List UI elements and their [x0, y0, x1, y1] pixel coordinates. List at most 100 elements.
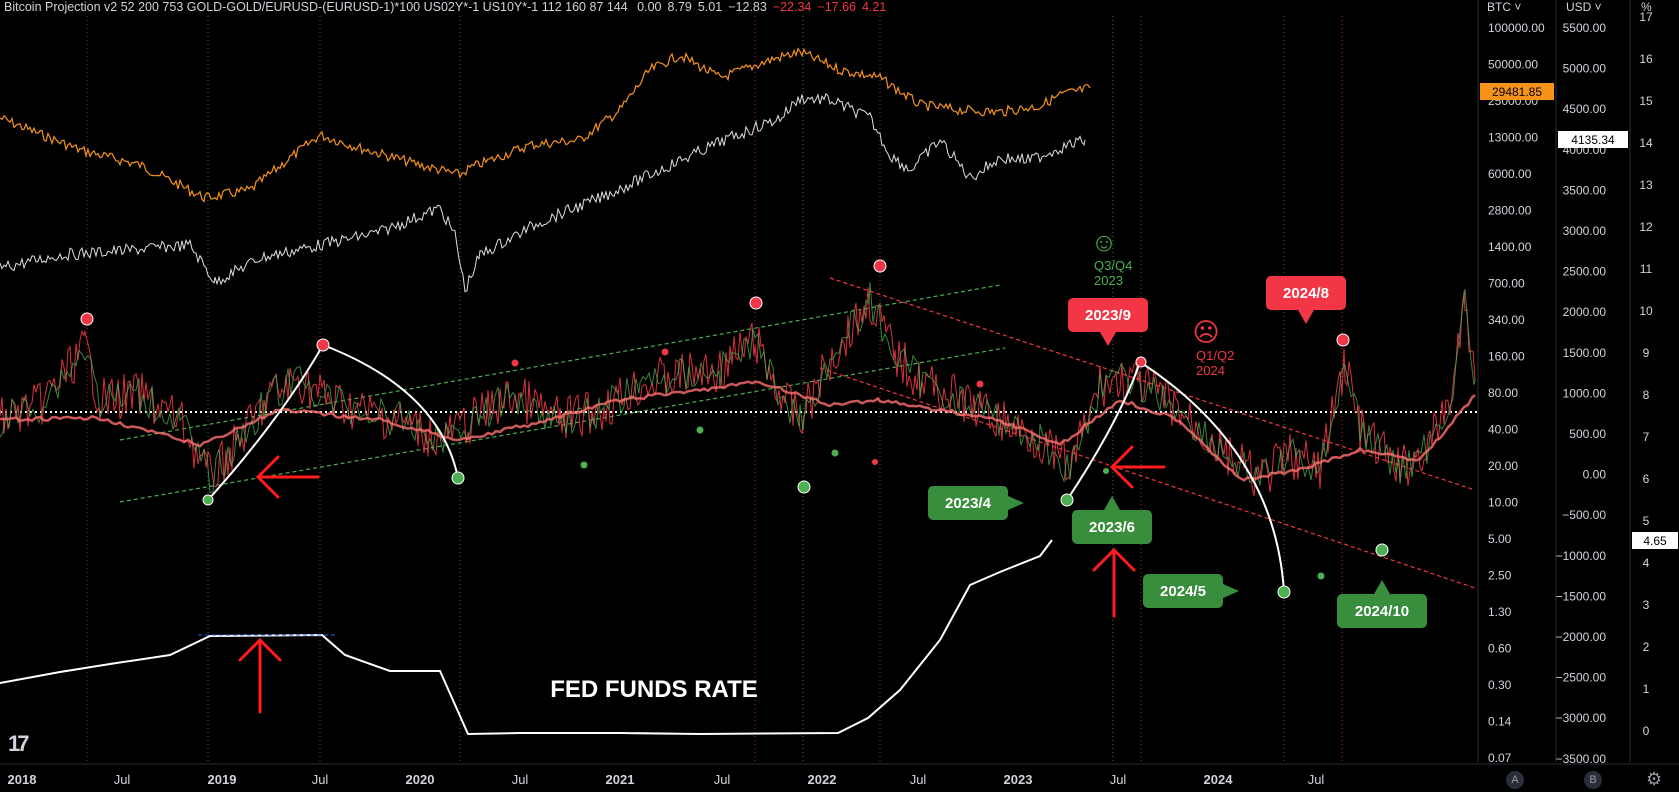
btc-tick-16: 1.30	[1488, 605, 1512, 619]
btc-tick-8: 340.00	[1488, 313, 1525, 327]
pivot-dot-11	[451, 471, 465, 485]
pivot-dot-2	[749, 296, 763, 310]
callout-2024-5: 2024/5	[1143, 574, 1239, 608]
usd-scale-selector[interactable]: USD ˅	[1566, 0, 1602, 14]
btc-tick-0: 100000.00	[1488, 21, 1545, 35]
rate-tick-3: 14	[1639, 136, 1653, 150]
pivot-dot-10	[202, 494, 214, 506]
rate-tick-1: 16	[1639, 52, 1653, 66]
btc-tick-4: 6000.00	[1488, 167, 1532, 181]
btc-scale-selector[interactable]: BTC ˅	[1487, 0, 1522, 14]
callout-label: 2024/5	[1160, 583, 1206, 600]
callout-pointer	[1223, 584, 1239, 598]
pivot-dot-12	[696, 426, 704, 434]
fed-funds-line	[0, 539, 1053, 736]
btc-tick-10: 80.00	[1488, 386, 1518, 400]
oscillator	[0, 282, 1476, 736]
study-value-2: 5.01	[697, 0, 723, 14]
gear-icon[interactable]: ⚙	[1646, 769, 1663, 789]
price-series	[0, 47, 1091, 293]
study-value-6: 4.21	[861, 0, 887, 14]
rate-tick-2: 15	[1639, 94, 1653, 108]
usd-tick-13: −1000.00	[1556, 549, 1607, 563]
q1q2-year-label: 2024	[1196, 363, 1225, 378]
usd-tick-8: 1500.00	[1563, 346, 1607, 360]
rate-tick-8: 9	[1643, 346, 1650, 360]
study-value-4: −22.34	[772, 0, 812, 14]
arc-2024-down	[1139, 361, 1285, 593]
usd-price-badge-label: 4135.34	[1571, 133, 1615, 147]
rate-tick-16: 1	[1643, 682, 1650, 696]
rate-tick-12: 5	[1643, 514, 1650, 528]
usd-price-badge	[1558, 131, 1628, 148]
btc-tick-7: 700.00	[1488, 277, 1525, 291]
usd-tick-7: 2000.00	[1563, 305, 1607, 319]
usd-tick-0: 5500.00	[1563, 21, 1607, 35]
auto-scale-button[interactable]: A	[1506, 771, 1524, 789]
pivot-dot-16	[1060, 493, 1074, 507]
usd-tick-18: −3500.00	[1556, 752, 1607, 766]
callout-2023-6: 2023/6	[1072, 496, 1152, 544]
time-tick-6: 2021	[606, 772, 635, 787]
rate-tick-9: 8	[1643, 388, 1650, 402]
time-tick-11: Jul	[1110, 772, 1127, 787]
percent-scale-label: %	[1641, 0, 1652, 14]
study-value-1: 8.79	[667, 0, 692, 14]
btc-tick-1: 50000.00	[1488, 58, 1538, 72]
callout-label: 2023/4	[945, 495, 992, 512]
btc-tick-6: 1400.00	[1488, 240, 1532, 254]
time-tick-5: Jul	[512, 772, 529, 787]
pivot-dot-18	[1277, 585, 1291, 599]
rate-tick-7: 10	[1639, 304, 1653, 318]
btc-tick-12: 20.00	[1488, 459, 1518, 473]
time-tick-12: 2024	[1204, 772, 1234, 787]
time-tick-7: Jul	[714, 772, 731, 787]
q1q2-label: Q1/Q2	[1196, 348, 1234, 363]
arc-2019-up	[207, 344, 324, 501]
usd-tick-5: 3000.00	[1563, 224, 1607, 238]
up-arrow-2023	[1092, 547, 1136, 618]
pivot-dot-13	[580, 461, 588, 469]
axes-layer: 100000.0050000.0025000.0013000.006000.00…	[8, 10, 1678, 787]
btc-tick-11: 40.00	[1488, 423, 1518, 437]
btc-tick-18: 0.30	[1488, 678, 1512, 692]
rate-tick-10: 7	[1643, 430, 1650, 444]
pivot-dot-3	[873, 259, 887, 273]
callout-pointer	[1104, 496, 1120, 510]
callout-2023-4: 2023/4	[928, 486, 1024, 520]
rate-tick-13: 4	[1643, 556, 1650, 570]
btc-tick-13: 10.00	[1488, 496, 1518, 510]
oscillator-smooth	[0, 380, 1476, 482]
pivot-dot-17	[1103, 468, 1109, 474]
pivot-dot-9	[1336, 333, 1350, 347]
btc-tick-9: 160.00	[1488, 350, 1525, 364]
rate-tick-6: 11	[1640, 262, 1653, 276]
rate-tick-17: 0	[1643, 724, 1650, 738]
rate-tick-14: 3	[1643, 598, 1650, 612]
study-value-0: 0.00	[637, 0, 662, 14]
callout-2023-9: 2023/9	[1068, 298, 1148, 346]
callout-box	[1337, 594, 1427, 628]
white-line	[0, 92, 1086, 293]
usd-tick-6: 2500.00	[1563, 265, 1607, 279]
arc-2019-down	[322, 344, 459, 479]
callout-label: 2023/6	[1089, 519, 1135, 536]
callout-box	[1072, 510, 1152, 544]
pivot-dot-1	[316, 338, 330, 352]
left-arrow-2019	[255, 455, 320, 499]
time-tick-10: 2023	[1004, 772, 1033, 787]
usd-tick-2: 4500.00	[1563, 102, 1607, 116]
time-tick-4: 2020	[406, 772, 435, 787]
btc-tick-17: 0.60	[1488, 642, 1512, 656]
rate-price-badge-label: 4.65	[1643, 534, 1667, 548]
pivot-dot-5	[661, 348, 669, 356]
btc-tick-14: 5.00	[1488, 532, 1512, 546]
pivot-dot-15	[797, 480, 811, 494]
tradingview-logo-icon[interactable]: 17	[8, 731, 30, 756]
pivot-dot-19	[1317, 572, 1325, 580]
callout-2024-10: 2024/10	[1337, 580, 1427, 628]
log-scale-button[interactable]: B	[1584, 771, 1602, 789]
rate-price-badge	[1632, 532, 1678, 549]
rate-tick-15: 2	[1643, 640, 1650, 654]
